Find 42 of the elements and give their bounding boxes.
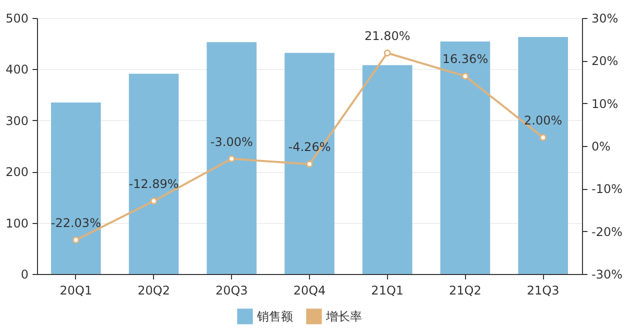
bar xyxy=(440,42,490,274)
y2-tick-label: 0% xyxy=(592,140,611,154)
x-tick-label: 21Q3 xyxy=(526,284,560,298)
y2-tick-label: -20% xyxy=(592,224,623,239)
data-label: 2.00% xyxy=(524,113,562,128)
y2-tick-label: 30% xyxy=(592,12,618,26)
x-tick-label: 20Q4 xyxy=(293,284,326,298)
point xyxy=(384,50,391,56)
x-tick-label: 21Q2 xyxy=(449,284,482,298)
data-label: -3.00% xyxy=(210,134,253,149)
point xyxy=(306,160,313,168)
y-tick-label: 200 xyxy=(6,165,28,180)
y-tick-label: 0 xyxy=(20,268,28,282)
legend-label: 增长率 xyxy=(325,309,362,324)
bar xyxy=(128,74,179,274)
point xyxy=(540,134,547,141)
y-tick-label: 400 xyxy=(6,62,28,77)
y-tick-label: 100 xyxy=(6,216,28,230)
data-label: 21.80% xyxy=(364,28,410,43)
y2-tick-label: -30% xyxy=(592,268,623,282)
bar xyxy=(362,65,412,274)
point xyxy=(72,236,80,244)
y-tick-label: 300 xyxy=(6,114,28,128)
y2-tick-label: 20% xyxy=(592,54,618,68)
data-label: 16.36% xyxy=(442,52,488,66)
bar xyxy=(284,52,334,274)
data-label: -12.89% xyxy=(128,176,179,191)
y2-tick-label: -10% xyxy=(592,182,623,196)
bar xyxy=(206,42,257,274)
x-tick-label: 20Q3 xyxy=(215,284,248,298)
legend-label: 销售额 xyxy=(256,309,293,324)
x-tick-label: 21Q1 xyxy=(371,284,404,298)
x-tick-label: 20Q2 xyxy=(138,284,170,298)
x-tick-label: 20Q1 xyxy=(60,284,92,298)
point xyxy=(462,72,469,80)
data-label: -22.03% xyxy=(50,216,101,230)
point xyxy=(150,198,158,204)
y2-tick-label: 10% xyxy=(592,96,618,111)
bar xyxy=(51,102,101,274)
bar xyxy=(518,36,568,274)
point xyxy=(228,155,236,162)
y-tick-label: 500 xyxy=(6,12,28,26)
